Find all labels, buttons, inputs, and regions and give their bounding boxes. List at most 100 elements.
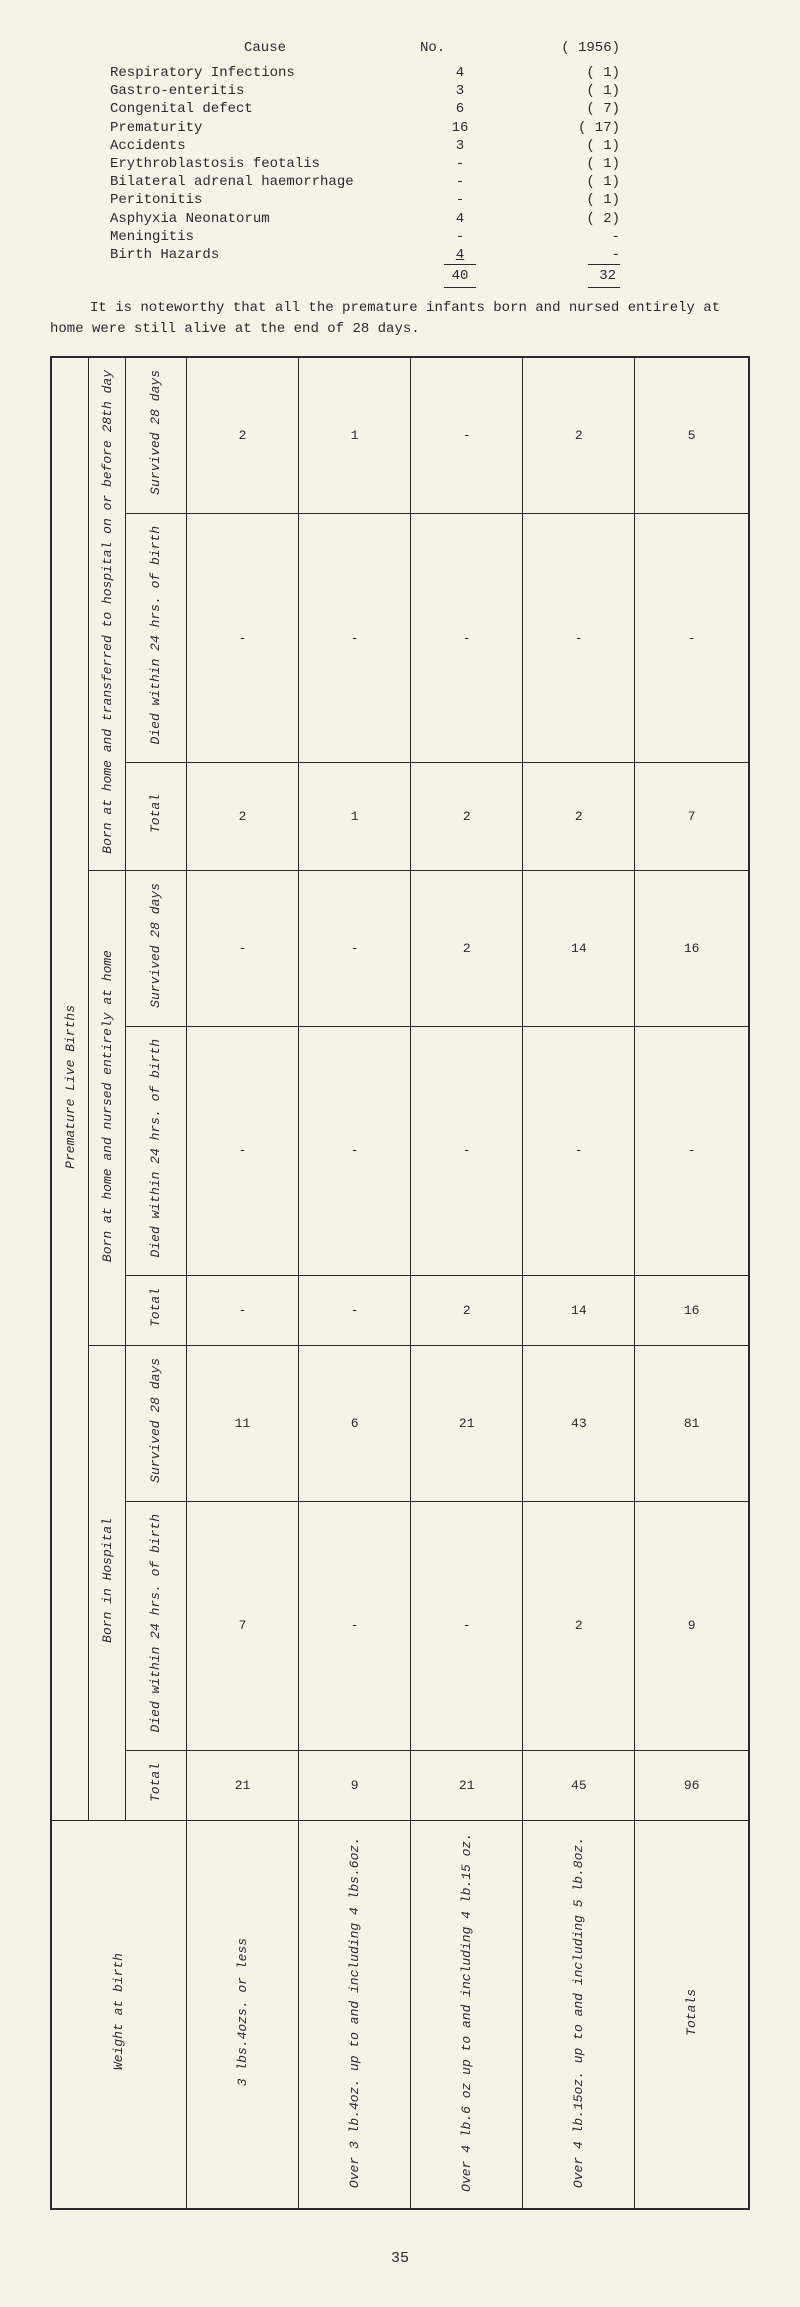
cause-name: Prematurity [110,119,420,137]
data-cell: 1 [299,357,411,513]
group-home-label: Born at home and nursed entirely at home [98,942,117,1270]
trans-total-label: Total [126,763,187,871]
cause-no: - [420,173,500,191]
data-cell: - [187,870,299,1026]
data-cell: 11 [187,1345,299,1501]
noteworthy-paragraph: It is noteworthy that all the premature … [50,298,750,340]
cause-of-death-table: Cause No. ( 1956) Respiratory Infections… [110,40,750,288]
data-cell: - [523,1026,635,1275]
cause-name: Accidents [110,137,420,155]
header-year: ( 1956) [500,40,620,56]
data-cell: - [411,513,523,762]
data-cell: - [411,1026,523,1275]
data-cell: 7 [187,1501,299,1750]
data-cell: - [299,1026,411,1275]
cause-row: Birth Hazards4- [110,246,750,264]
cause-row: Peritonitis-( 1) [110,191,750,209]
cause-row: Accidents3( 1) [110,137,750,155]
cause-no: 4 [420,210,500,228]
weight-col-2: Over 4 lb.6 oz up to and including 4 lb.… [411,1820,523,2209]
data-cell: 9 [299,1750,411,1820]
cause-name: Gastro-enteritis [110,82,420,100]
outer-label-cell: Premature Live Births [51,357,89,1820]
data-cell: - [411,1501,523,1750]
outer-label: Premature Live Births [61,997,80,1177]
premature-births-table: Premature Live Births Born at home and t… [50,356,750,2210]
cause-year: ( 1) [500,64,640,82]
cause-name: Erythroblastosis feotalis [110,155,420,173]
data-cell: 2 [411,870,523,1026]
cause-header-row: Cause No. ( 1956) [110,40,750,56]
data-cell: 16 [635,870,749,1026]
cause-row: Congenital defect6( 7) [110,100,750,118]
data-cell: - [411,357,523,513]
cause-no: 4 [420,246,500,264]
hosp-died-label: Died within 24 hrs. of birth [126,1501,187,1750]
data-cell: 16 [635,1275,749,1345]
data-cell: 45 [523,1750,635,1820]
weight-col-1: Over 3 lb.4oz. up to and including 4 lbs… [299,1820,411,2209]
cause-row: Bilateral adrenal haemorrhage-( 1) [110,173,750,191]
group-trans-label: Born at home and transferred to hospital… [98,362,117,862]
total-year: 32 [588,264,620,288]
data-cell: 2 [187,357,299,513]
data-cell: - [299,513,411,762]
data-cell: 1 [299,763,411,871]
cause-year: ( 17) [500,119,640,137]
cause-year: ( 7) [500,100,640,118]
data-cell: 21 [411,1750,523,1820]
cause-year: ( 1) [500,173,640,191]
cause-no: 16 [420,119,500,137]
data-cell: 2 [523,357,635,513]
trans-survived-label: Survived 28 days [126,357,187,513]
data-cell: 14 [523,870,635,1026]
weight-col-3: Over 4 lb.15oz. up to and including 5 lb… [523,1820,635,2209]
cause-year: - [500,228,640,246]
cause-year: ( 1) [500,82,640,100]
data-cell: 96 [635,1750,749,1820]
data-cell: 81 [635,1345,749,1501]
cause-name: Congenital defect [110,100,420,118]
data-cell: - [635,513,749,762]
data-cell: - [187,513,299,762]
header-no: No. [420,40,500,56]
data-cell: 2 [187,763,299,871]
cause-row: Erythroblastosis feotalis-( 1) [110,155,750,173]
data-cell: 21 [187,1750,299,1820]
cause-no: 3 [420,137,500,155]
hosp-total-label: Total [126,1750,187,1820]
cause-year: ( 1) [500,137,640,155]
cause-name: Asphyxia Neonatorum [110,210,420,228]
data-cell: 2 [411,763,523,871]
group-hosp-label: Born in Hospital [98,1510,117,1651]
header-cause: Cause [110,40,420,56]
cause-no: - [420,191,500,209]
data-cell: 2 [411,1275,523,1345]
weight-header-cell: Weight at birth [51,1820,187,2209]
cause-no: - [420,228,500,246]
data-cell: 9 [635,1501,749,1750]
home-survived-label: Survived 28 days [126,870,187,1026]
cause-no: 3 [420,82,500,100]
cause-row: Asphyxia Neonatorum4( 2) [110,210,750,228]
cause-year: ( 2) [500,210,640,228]
data-cell: 5 [635,357,749,513]
cause-name: Bilateral adrenal haemorrhage [110,173,420,191]
trans-died-label: Died within 24 hrs. of birth [126,513,187,762]
data-cell: 21 [411,1345,523,1501]
weight-col-4: Totals [635,1820,749,2209]
weight-col-0: 3 lbs.4ozs. or less [187,1820,299,2209]
group-trans-label-cell: Born at home and transferred to hospital… [89,357,126,870]
data-cell: - [299,1275,411,1345]
data-cell: - [299,1501,411,1750]
data-cell: 7 [635,763,749,871]
hosp-survived-label: Survived 28 days [126,1345,187,1501]
cause-row: Prematurity16( 17) [110,119,750,137]
cause-row: Meningitis-- [110,228,750,246]
data-cell: - [187,1275,299,1345]
data-cell: 14 [523,1275,635,1345]
group-hosp-label-cell: Born in Hospital [89,1345,126,1820]
data-cell: 6 [299,1345,411,1501]
cause-year: ( 1) [500,191,640,209]
data-cell: - [523,513,635,762]
